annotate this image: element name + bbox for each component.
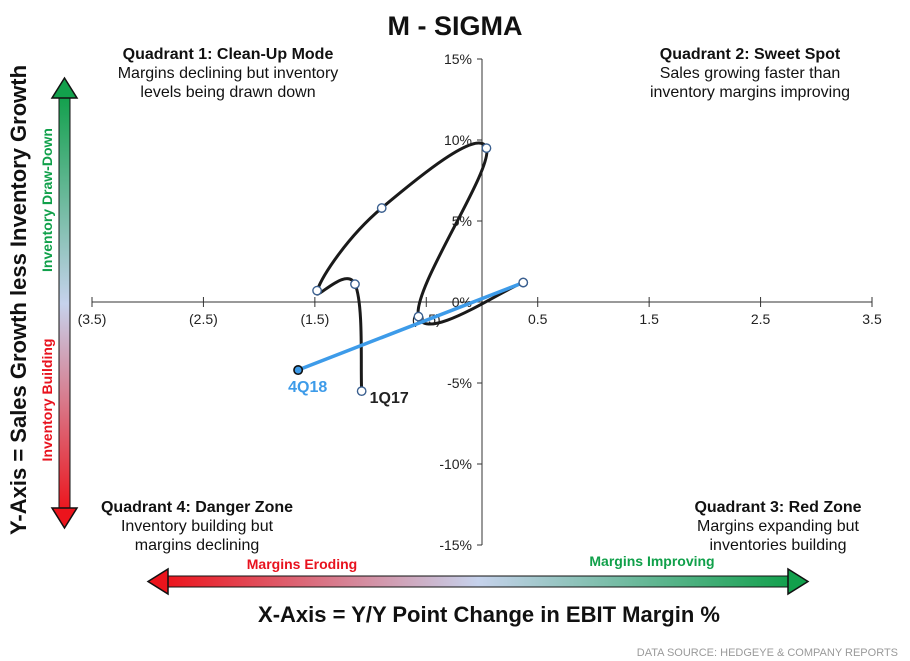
history-series-line bbox=[315, 141, 525, 393]
data-point-2q17 bbox=[350, 279, 360, 290]
quadrant-2-line2: inventory margins improving bbox=[650, 84, 850, 101]
data-point-1q17 bbox=[356, 386, 367, 396]
chart-title: M - SIGMA bbox=[388, 11, 523, 41]
quadrant-3-line1: Margins expanding but bbox=[697, 518, 859, 535]
quadrant-3-line2: inventories building bbox=[710, 537, 847, 554]
y-tick-label: -5% bbox=[447, 375, 472, 391]
data-point-1q18 bbox=[481, 143, 492, 154]
quadrant-4: Quadrant 4: Danger Zone Inventory buildi… bbox=[101, 499, 293, 554]
x-tick-label: (1.5) bbox=[300, 311, 329, 327]
quadrant-4-title: Quadrant 4: Danger Zone bbox=[101, 499, 293, 516]
x-tick-label: (2.5) bbox=[189, 311, 218, 327]
x-axis-title: X-Axis = Y/Y Point Change in EBIT Margin… bbox=[258, 602, 720, 627]
quadrant-2-title: Quadrant 2: Sweet Spot bbox=[660, 46, 841, 63]
quadrant-1: Quadrant 1: Clean-Up Mode Margins declin… bbox=[118, 46, 339, 101]
quadrant-1-line1: Margins declining but inventory bbox=[118, 65, 339, 82]
data-point-2q18 bbox=[413, 311, 424, 322]
x-tick-label: (3.5) bbox=[78, 311, 107, 327]
quadrant-1-title: Quadrant 1: Clean-Up Mode bbox=[123, 46, 334, 63]
y-tick-label: 15% bbox=[444, 51, 472, 67]
quadrant-4-line2: margins declining bbox=[135, 537, 260, 554]
margins-eroding-label: Margins Eroding bbox=[247, 556, 357, 572]
quadrant-3: Quadrant 3: Red Zone Margins expanding b… bbox=[694, 499, 861, 554]
quadrant-1-line2: levels being drawn down bbox=[140, 84, 315, 101]
data-series: 1Q17 4Q18 bbox=[288, 141, 529, 407]
quadrant-4-line1: Inventory building but bbox=[121, 518, 274, 535]
latest-series-line bbox=[296, 280, 525, 372]
inventory-draw-down-label: Inventory Draw-Down bbox=[39, 128, 55, 272]
point-label-4q18: 4Q18 bbox=[288, 379, 327, 396]
arrow-up-head bbox=[50, 76, 79, 99]
quadrant-2: Quadrant 2: Sweet Spot Sales growing fas… bbox=[650, 46, 850, 101]
y-axis-title: Y-Axis = Sales Growth less Inventory Gro… bbox=[6, 65, 31, 535]
quadrant-3-title: Quadrant 3: Red Zone bbox=[694, 499, 861, 516]
arrow-down-head bbox=[50, 507, 79, 530]
x-tick-label: 1.5 bbox=[639, 311, 659, 327]
data-point-3q17 bbox=[312, 285, 322, 296]
data-source: DATA SOURCE: HEDGEYE & COMPANY REPORTS bbox=[637, 647, 898, 659]
y-tick-label: -10% bbox=[439, 456, 472, 472]
margins-improving-label: Margins Improving bbox=[589, 553, 714, 569]
x-tick-label: 3.5 bbox=[862, 311, 882, 327]
x-tick-label: 0.5 bbox=[528, 311, 548, 327]
inventory-building-label: Inventory Building bbox=[39, 339, 55, 462]
arrow-right-head bbox=[787, 567, 810, 596]
point-label-1q17: 1Q17 bbox=[370, 390, 409, 407]
data-point-3q18 bbox=[518, 277, 529, 288]
data-point-4q18 bbox=[293, 365, 304, 376]
vertical-gradient-arrow bbox=[50, 76, 79, 530]
y-tick-label: -15% bbox=[439, 537, 472, 553]
vertical-arrow-shaft bbox=[58, 95, 71, 513]
horizontal-arrow-shaft bbox=[165, 575, 791, 588]
y-tick-label: 10% bbox=[444, 132, 472, 148]
quadrant-2-line1: Sales growing faster than bbox=[660, 65, 841, 82]
arrow-left-head bbox=[146, 567, 169, 596]
data-point-4q17 bbox=[376, 203, 387, 213]
x-tick-label: 2.5 bbox=[751, 311, 771, 327]
horizontal-gradient-arrow bbox=[146, 567, 810, 596]
